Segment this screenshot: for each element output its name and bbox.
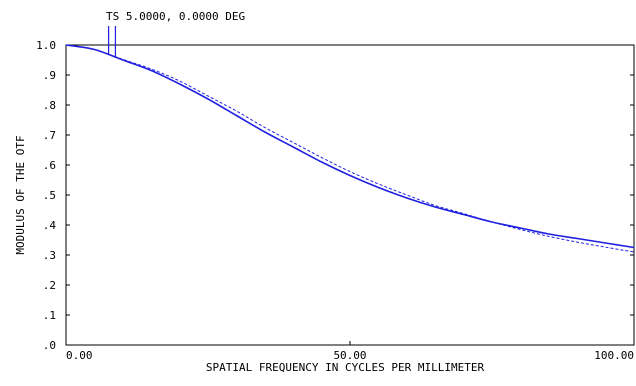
y-tick-label: .1 — [43, 309, 56, 322]
x-tick-label: 0.00 — [66, 349, 93, 362]
legend: TS 5.0000, 0.0000 DEG — [106, 10, 245, 57]
y-axis-ticks: .0 .1 .2 .3 .4 .5 .6 .7 .8 .9 1.0 — [36, 39, 634, 352]
y-axis-label: MODULUS OF THE OTF — [14, 135, 27, 254]
y-tick-label: .3 — [43, 249, 56, 262]
y-tick-label: .6 — [43, 159, 56, 172]
series-line-dashed — [65, 44, 635, 253]
y-tick-label: .5 — [43, 189, 56, 202]
series-line-solid — [65, 44, 635, 249]
x-axis-ticks: 0.00 50.00 100.00 — [65, 341, 635, 362]
y-tick-label: .4 — [43, 219, 57, 232]
y-tick-label: .0 — [43, 339, 56, 352]
legend-text: TS 5.0000, 0.0000 DEG — [106, 10, 245, 23]
x-tick-label: 50.00 — [333, 349, 366, 362]
y-tick-label: 1.0 — [36, 39, 56, 52]
series-layer — [65, 44, 635, 253]
x-axis-label: SPATIAL FREQUENCY IN CYCLES PER MILLIMET… — [206, 361, 485, 374]
y-tick-label: .7 — [43, 129, 56, 142]
y-tick-label: .2 — [43, 279, 56, 292]
x-tick-label: 100.00 — [594, 349, 634, 362]
y-tick-label: .8 — [43, 99, 56, 112]
y-tick-label: .9 — [43, 69, 56, 82]
plot-frame — [65, 44, 635, 346]
